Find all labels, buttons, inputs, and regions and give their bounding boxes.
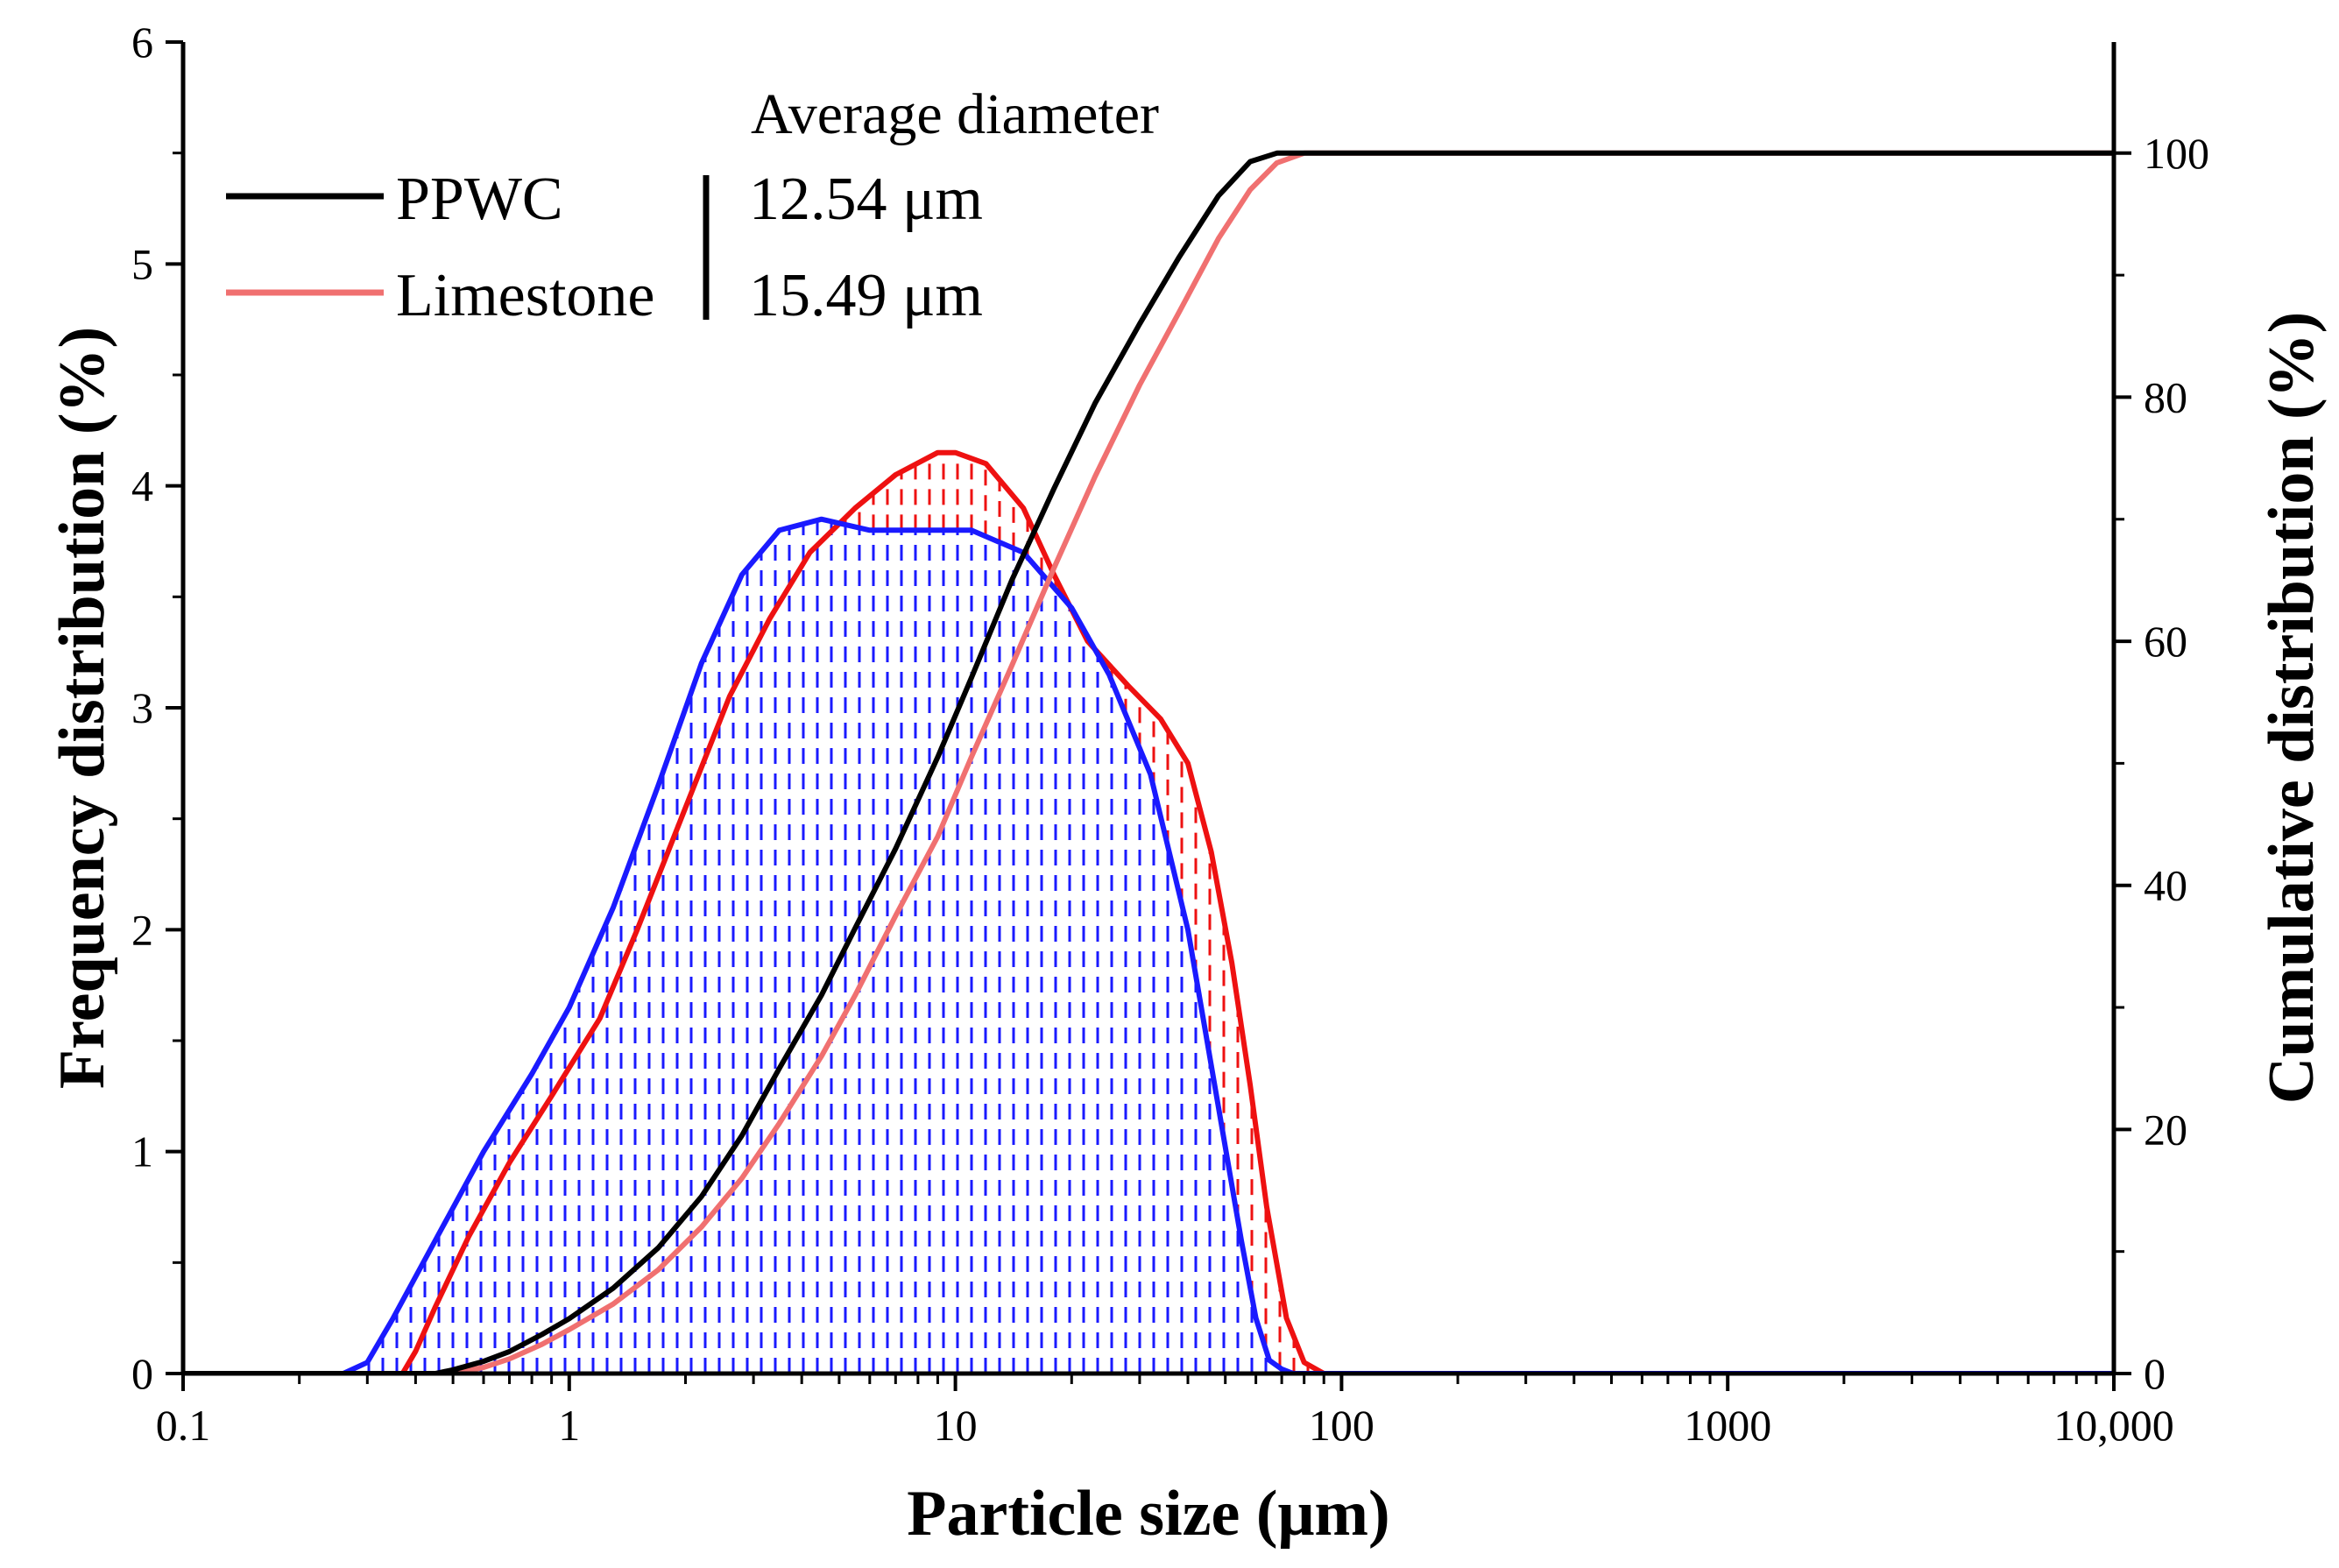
- series-line-ppwc-frequency: [340, 516, 2114, 1374]
- y-right-tick-label: 0: [2144, 1349, 2166, 1398]
- y-right-tick-label: 20: [2144, 1105, 2187, 1154]
- y-left-tick-label: 0: [131, 1349, 153, 1398]
- x-axis-title: Particle size (μm): [907, 1478, 1389, 1550]
- y-right-tick-label: 40: [2144, 861, 2187, 910]
- y-axis-left-title: Frequency distribution (%): [46, 327, 118, 1089]
- series-line-limestone-cumulative: [183, 150, 2114, 1374]
- legend-title: Average diameter: [751, 82, 1159, 146]
- x-tick-label: 1: [558, 1401, 580, 1450]
- hatch-layer: [367, 452, 1310, 1374]
- series-layer: [183, 150, 2114, 1374]
- legend-value: 12.54 μm: [749, 166, 983, 233]
- y-left-tick-label: 5: [131, 239, 153, 288]
- y-axis-right-title: Cumulative distribution (%): [2256, 312, 2328, 1105]
- legend-value: 15.49 μm: [749, 262, 983, 329]
- x-tick-label: 1000: [1684, 1401, 1771, 1450]
- x-tick-label: 100: [1309, 1401, 1374, 1450]
- series-line-ppwc-cumulative: [183, 150, 2114, 1374]
- y-left-tick-label: 3: [131, 683, 153, 732]
- axes-layer: 0.1 1 10 100 1000 10,0000123456020406080100Pa…: [46, 18, 2328, 1550]
- legend-label: Limestone: [396, 262, 654, 329]
- series-line-limestone-frequency: [399, 449, 2114, 1374]
- y-right-tick-label: 80: [2144, 372, 2187, 421]
- y-left-tick-label: 2: [131, 905, 153, 954]
- legend-label: PPWC: [396, 166, 563, 233]
- y-left-tick-label: 6: [131, 18, 153, 67]
- x-tick-label: 10: [934, 1401, 978, 1450]
- y-right-tick-label: 100: [2144, 129, 2209, 178]
- y-left-tick-label: 4: [131, 462, 153, 511]
- legend: Average diameter PPWC 12.54 μm Limestone 15.…: [226, 82, 1159, 329]
- y-right-tick-label: 60: [2144, 617, 2187, 666]
- x-tick-label: 0.1: [156, 1401, 211, 1450]
- y-left-tick-label: 1: [131, 1127, 153, 1176]
- x-tick-label: 10,000: [2053, 1401, 2174, 1450]
